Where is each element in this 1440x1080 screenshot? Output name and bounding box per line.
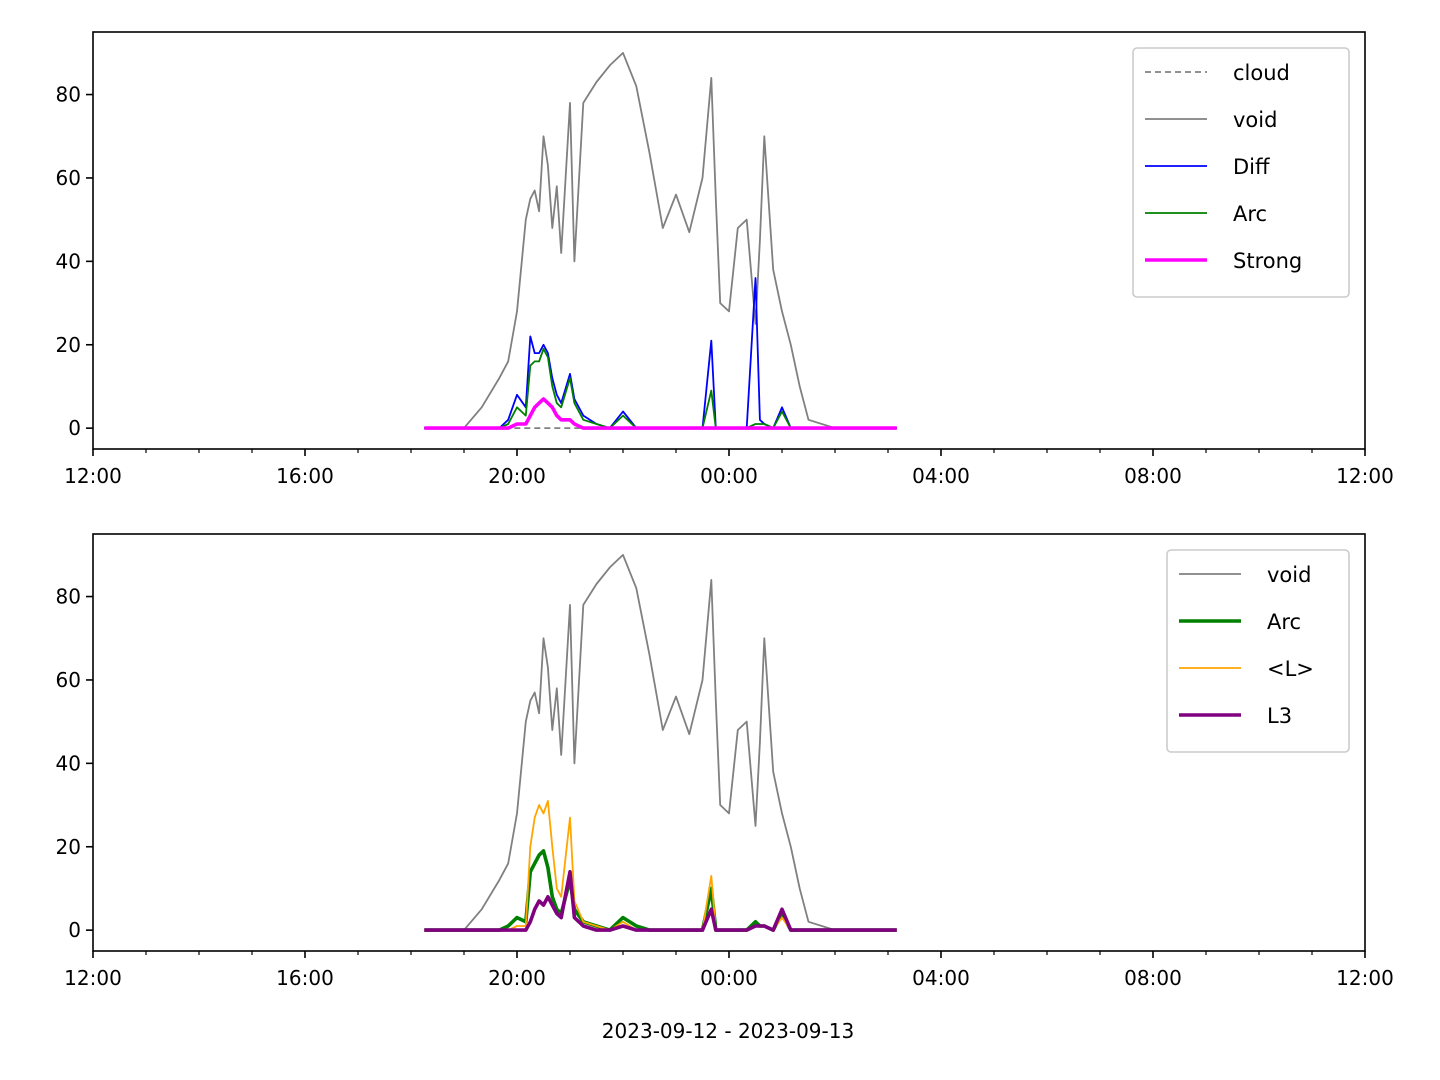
series-line-arc	[424, 849, 897, 932]
x-tick-label: 12:00	[64, 966, 122, 990]
x-tick-label: 20:00	[488, 966, 546, 990]
series-line-l	[424, 800, 897, 931]
y-tick-label: 40	[56, 751, 81, 775]
x-axis-label: 2023-09-12 - 2023-09-13	[602, 1019, 854, 1043]
series-line-arc	[424, 347, 897, 430]
legend-box	[1166, 549, 1350, 753]
y-tick-label: 80	[56, 83, 81, 107]
x-tick-label: 16:00	[276, 464, 334, 488]
bottom-panel: 0 20 40 60 80 12:00 16:00 20:00 00:00 04:00 08:00 1…	[56, 533, 1394, 990]
series-line-strong	[424, 397, 897, 430]
y-tick-label: 60	[56, 668, 81, 692]
x-tick-label: 00:00	[700, 464, 758, 488]
x-tick-label: 12:00	[1336, 464, 1394, 488]
x-tick-label: 20:00	[488, 464, 546, 488]
legend-label: Strong	[1233, 249, 1302, 273]
x-tick-label: 12:00	[1336, 966, 1394, 990]
y-tick-label: 0	[68, 918, 81, 942]
y-tick-label: 0	[68, 416, 81, 440]
y-tick-label: 40	[56, 249, 81, 273]
legend-label: void	[1233, 108, 1277, 132]
x-tick-label: 08:00	[1124, 966, 1182, 990]
x-tick-label: 04:00	[912, 464, 970, 488]
x-tick-label: 16:00	[276, 966, 334, 990]
x-tick-label: 12:00	[64, 464, 122, 488]
legend-label: cloud	[1233, 61, 1290, 85]
series-line-diff	[424, 277, 897, 430]
x-tick-label: 08:00	[1124, 464, 1182, 488]
legend-label: Diff	[1233, 155, 1270, 179]
legend-label: void	[1267, 563, 1311, 587]
legend-label: Arc	[1267, 610, 1301, 634]
legend-box	[1132, 47, 1350, 298]
y-tick-label: 20	[56, 835, 81, 859]
y-tick-label: 20	[56, 333, 81, 357]
legend-label: L3	[1267, 704, 1292, 728]
y-tick-label: 60	[56, 166, 81, 190]
x-tick-label: 00:00	[700, 966, 758, 990]
series-line-void	[424, 52, 897, 430]
top-panel: 0 20 40 60 80 12:00 16:00 20:00 00:00 04:00 08:00 1…	[56, 31, 1394, 488]
legend-label: Arc	[1233, 202, 1267, 226]
series-line-l3	[424, 869, 897, 932]
y-tick-label: 80	[56, 585, 81, 609]
series-line-void	[424, 554, 897, 931]
legend-label: <L>	[1267, 657, 1314, 681]
x-tick-label: 04:00	[912, 966, 970, 990]
